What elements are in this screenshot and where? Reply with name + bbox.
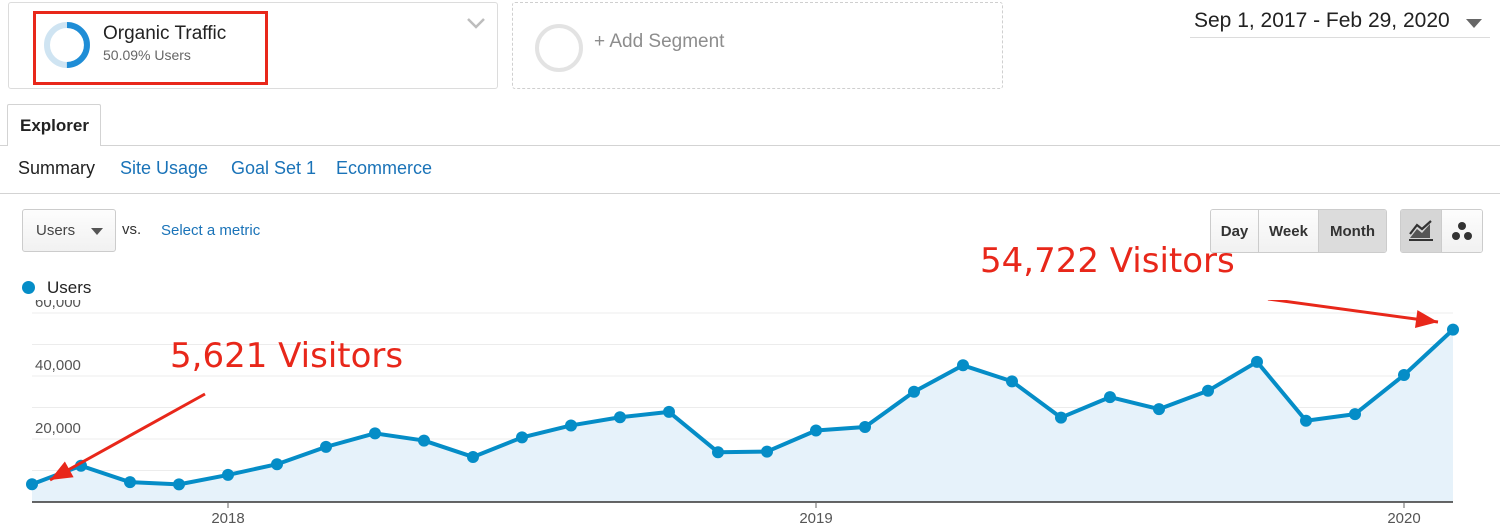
data-point-users — [810, 424, 822, 437]
subnav-goal-set[interactable]: Goal Set 1 — [231, 158, 317, 178]
subnav-divider — [0, 193, 1500, 194]
segment-name: Organic Traffic — [103, 23, 227, 44]
period-toggle: Day Week Month — [1210, 209, 1387, 253]
segment-percent: 50.09% Users — [103, 47, 191, 63]
caret-down-icon — [91, 228, 103, 235]
data-point-users — [1398, 369, 1410, 382]
data-point-users — [1006, 375, 1018, 388]
data-point-users — [467, 450, 479, 463]
data-point-users — [1447, 323, 1459, 336]
data-point-users — [761, 445, 773, 458]
data-point-users — [1251, 355, 1263, 368]
data-point-users — [614, 411, 626, 424]
x-tick-label: 2020 — [1387, 510, 1420, 527]
chart-view-toggle — [1400, 209, 1483, 253]
x-tick-label: 2018 — [211, 510, 244, 527]
annotation-end-visitors: 54,722 Visitors — [980, 241, 1235, 281]
series-area-users — [32, 329, 1453, 502]
legend-label: Users — [47, 278, 92, 297]
data-point-users — [173, 478, 185, 491]
caret-down-icon — [1466, 19, 1482, 28]
tab-explorer-label: Explorer — [20, 116, 89, 135]
data-point-users — [26, 478, 38, 491]
y-tick-label: 40,000 — [35, 357, 81, 374]
add-segment-label[interactable]: + Add Segment — [594, 31, 725, 52]
series-line-users — [31, 328, 1455, 487]
data-point-users — [908, 385, 920, 398]
segment-donut-icon — [44, 22, 90, 69]
data-point-users — [1300, 414, 1312, 427]
data-point-users — [516, 431, 528, 444]
data-point-users — [369, 427, 381, 440]
metric-select-label: Users — [36, 222, 76, 239]
annotation-start-visitors: 5,621 Visitors — [170, 336, 404, 376]
users-line-chart: 20,000 40,000 60,000 2018 2019 2020 — [26, 300, 1459, 527]
annotation-arrow-end-shaft — [1267, 300, 1439, 324]
date-range-picker[interactable]: Sep 1, 2017 - Feb 29, 2020 — [1190, 6, 1490, 38]
metric-select[interactable]: Users — [22, 209, 116, 252]
data-point-users — [859, 421, 871, 434]
data-point-users — [957, 359, 969, 372]
segment-highlight-box — [33, 11, 268, 85]
line-chart-view-button[interactable] — [1401, 210, 1442, 252]
period-day-button[interactable]: Day — [1211, 210, 1259, 252]
subnav-summary: Summary — [18, 158, 96, 178]
x-tick-label: 2019 — [799, 510, 832, 527]
annotation-arrow-start-shaft — [49, 392, 206, 482]
data-point-users — [1153, 403, 1165, 416]
annotation-arrow-start-head — [50, 461, 74, 480]
motion-chart-view-button[interactable] — [1441, 210, 1482, 252]
data-point-users — [1104, 391, 1116, 404]
tab-explorer[interactable]: Explorer — [7, 104, 101, 146]
annotation-arrow-end-head — [1414, 310, 1438, 328]
subnav-site-usage[interactable]: Site Usage — [120, 158, 209, 178]
select-metric-link[interactable]: Select a metric — [161, 222, 261, 239]
data-point-users — [565, 419, 577, 432]
data-point-users — [1202, 384, 1214, 397]
period-month-button[interactable]: Month — [1319, 210, 1386, 252]
date-range-text: Sep 1, 2017 - Feb 29, 2020 — [1194, 9, 1450, 32]
subnav-ecommerce[interactable]: Ecommerce — [336, 158, 433, 178]
chevron-down-icon[interactable] — [465, 15, 487, 31]
data-point-users — [124, 476, 136, 489]
period-week-button[interactable]: Week — [1259, 210, 1319, 252]
y-tick-label: 60,000 — [35, 300, 81, 311]
tab-divider — [0, 145, 1500, 146]
legend-dot — [22, 281, 35, 294]
vs-label: vs. — [122, 221, 142, 238]
y-tick-label: 20,000 — [35, 420, 81, 437]
data-point-users — [320, 440, 332, 453]
bubble-chart-icon — [1451, 222, 1472, 240]
data-point-users — [1349, 408, 1361, 421]
data-point-users — [1055, 411, 1067, 424]
add-segment-circle-icon — [535, 24, 583, 72]
data-point-users — [663, 405, 675, 418]
line-chart-icon — [1408, 220, 1433, 241]
data-point-users — [271, 458, 283, 471]
data-point-users — [712, 446, 724, 459]
add-segment-button[interactable] — [512, 2, 1003, 89]
data-point-users — [418, 434, 430, 447]
data-point-users — [222, 468, 234, 481]
